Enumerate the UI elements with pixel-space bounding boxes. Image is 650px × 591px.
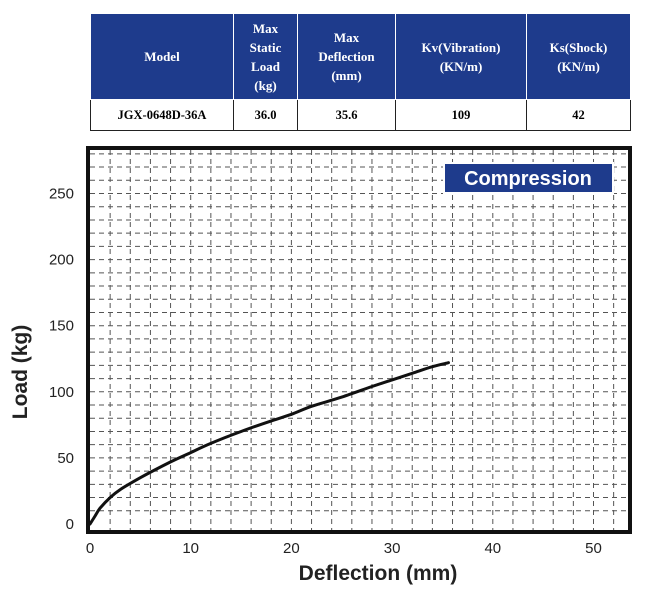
y-tick-label: 100 — [49, 384, 74, 401]
header-max-deflection: Max Deflection (mm) — [297, 13, 396, 100]
x-tick-label: 40 — [484, 540, 501, 557]
x-tick-label: 0 — [86, 540, 94, 557]
legend-label: Compression — [464, 168, 592, 190]
spec-table: Model Max Static Load (kg) Max Deflectio… — [90, 13, 631, 131]
y-tick-label: 250 — [49, 186, 74, 203]
compression-curve — [88, 361, 450, 526]
y-tick-label: 50 — [57, 450, 74, 467]
x-axis-ticks: 0 10 20 30 40 50 — [86, 540, 602, 557]
y-tick-label: 150 — [49, 318, 74, 335]
y-tick-label: 200 — [49, 252, 74, 269]
cell-max-static-load: 36.0 — [233, 99, 298, 131]
header-model: Model — [90, 13, 234, 100]
x-tick-label: 10 — [182, 540, 199, 557]
legend: Compression — [443, 162, 614, 194]
y-axis-ticks: 0 50 100 150 200 250 — [49, 186, 74, 534]
header-ks: Ks(Shock) (KN/m) — [526, 13, 631, 100]
legend-background — [443, 162, 614, 194]
cell-max-deflection: 35.6 — [297, 99, 396, 131]
x-tick-label: 50 — [585, 540, 602, 557]
chart-grid — [90, 150, 628, 530]
cell-ks: 42 — [526, 99, 631, 131]
table-header-row: Model Max Static Load (kg) Max Deflectio… — [90, 13, 631, 100]
x-tick-label: 30 — [384, 540, 401, 557]
cell-kv: 109 — [395, 99, 527, 131]
x-tick-label: 20 — [283, 540, 300, 557]
plot-frame — [86, 146, 632, 534]
x-axis-label: Deflection (mm) — [299, 562, 458, 585]
table-row: JGX-0648D-36A 36.0 35.6 109 42 — [90, 99, 631, 131]
y-tick-label: 0 — [66, 516, 74, 533]
y-axis-label: Load (kg) — [9, 325, 32, 420]
